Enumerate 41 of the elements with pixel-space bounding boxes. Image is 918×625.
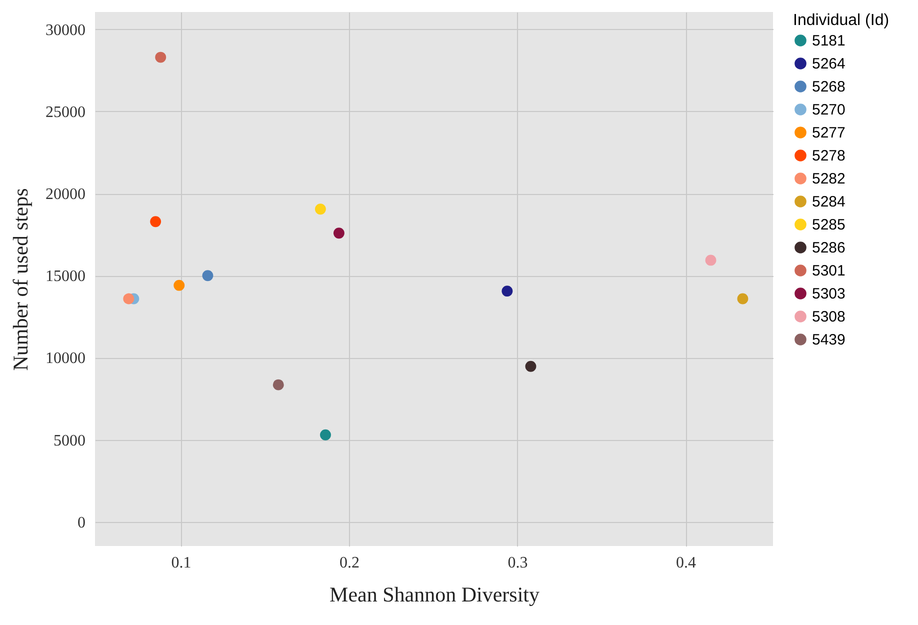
point (123, 293, 134, 304)
legend-label: 5282 (812, 170, 846, 188)
x-tick-label: 0.1 (171, 554, 192, 572)
y-tick-label: 0 (78, 514, 86, 532)
legend-label: 5285 (812, 216, 846, 234)
point (314, 204, 326, 215)
point (525, 360, 536, 372)
x-tick-label: 0.3 (508, 554, 528, 572)
point (320, 429, 331, 440)
x-tick-label: 0.2 (340, 554, 360, 572)
legend-label: 5301 (812, 262, 846, 280)
point (150, 216, 162, 228)
x-tick-label: 0.4 (676, 554, 696, 572)
legend-label: 5181 (812, 32, 846, 50)
y-tick-label: 5000 (54, 432, 86, 450)
point (705, 254, 716, 266)
point (155, 52, 166, 63)
y-tick-label: 10000 (46, 350, 86, 368)
legend-label: 5277 (812, 124, 846, 142)
legend-label: 5264 (812, 56, 846, 72)
legend-title: Individual (Id) (793, 12, 890, 29)
legend-label: 5286 (812, 240, 846, 256)
legend-label: 5308 (812, 308, 846, 326)
y-tick-label: 20000 (46, 186, 86, 204)
legend-label: 5303 (812, 286, 846, 302)
legend-label: 5278 (812, 148, 846, 164)
y-tick-label: 25000 (46, 104, 86, 121)
point (502, 286, 513, 297)
legend-label: 5284 (812, 194, 846, 210)
x-axis-title: Mean Shannon Diversity (330, 582, 540, 606)
point (202, 270, 214, 282)
legend-label: 5268 (812, 78, 846, 96)
legend-label: 5270 (812, 102, 846, 118)
point (272, 379, 284, 390)
point (174, 280, 185, 291)
y-axis-title: Number of used steps (8, 188, 32, 371)
y-tick-label: 15000 (46, 268, 86, 286)
point (737, 293, 748, 304)
y-tick-label: 30000 (46, 22, 86, 39)
point (333, 228, 344, 239)
legend-label: 5439 (812, 332, 846, 348)
